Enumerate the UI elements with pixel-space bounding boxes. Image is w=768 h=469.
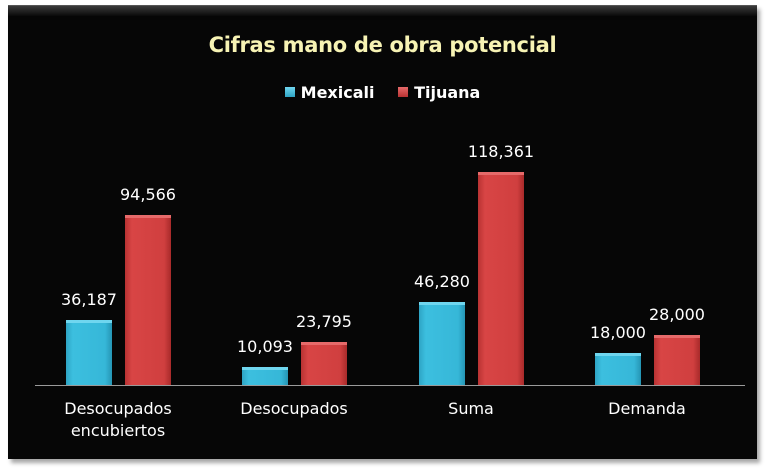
legend: Mexicali Tijuana [8, 82, 757, 102]
x-axis-line [35, 385, 745, 386]
bar-mexicali-0 [66, 320, 112, 385]
data-label-mexicali-1: 10,093 [237, 337, 293, 356]
category-label-3: Demanda [608, 399, 686, 418]
bar-mexicali-3 [595, 353, 641, 385]
legend-label-tijuana: Tijuana [414, 82, 481, 102]
chart-title: Cifras mano de obra potencial [208, 33, 557, 57]
data-label-tijuana-2: 118,361 [467, 142, 535, 161]
bar-mexicali-1 [242, 367, 288, 385]
legend-label-mexicali: Mexicali [300, 82, 375, 102]
bar-tijuana-1 [301, 342, 347, 385]
data-label-mexicali-0: 36,187 [61, 290, 117, 309]
data-label-mexicali-2: 46,280 [414, 272, 470, 291]
category-label-1: Desocupados [240, 399, 348, 418]
legend-item-mexicali: Mexicali [284, 82, 375, 102]
category-label-2: Suma [448, 399, 494, 418]
data-label-tijuana-0: 94,566 [120, 185, 176, 204]
data-label-mexicali-3: 18,000 [590, 323, 646, 342]
chart-area: Cifras mano de obra potencial Mexicali T… [8, 5, 757, 459]
bar-tijuana-2 [478, 172, 524, 385]
plot-area: 36,187 94,566 10,093 23,795 46,280 118,361 18,… [35, 106, 745, 386]
legend-item-tijuana: Tijuana [398, 83, 480, 102]
bar-mexicali-2 [419, 302, 465, 385]
legend-swatch-mexicali-icon [284, 87, 295, 97]
bar-tijuana-3 [654, 335, 700, 385]
bar-tijuana-0 [125, 215, 171, 385]
data-label-tijuana-1: 23,795 [296, 312, 352, 331]
legend-swatch-tijuana-icon [398, 87, 409, 97]
category-label-0: Desocupados encubiertos [64, 399, 172, 440]
data-label-tijuana-3: 28,000 [649, 305, 705, 324]
